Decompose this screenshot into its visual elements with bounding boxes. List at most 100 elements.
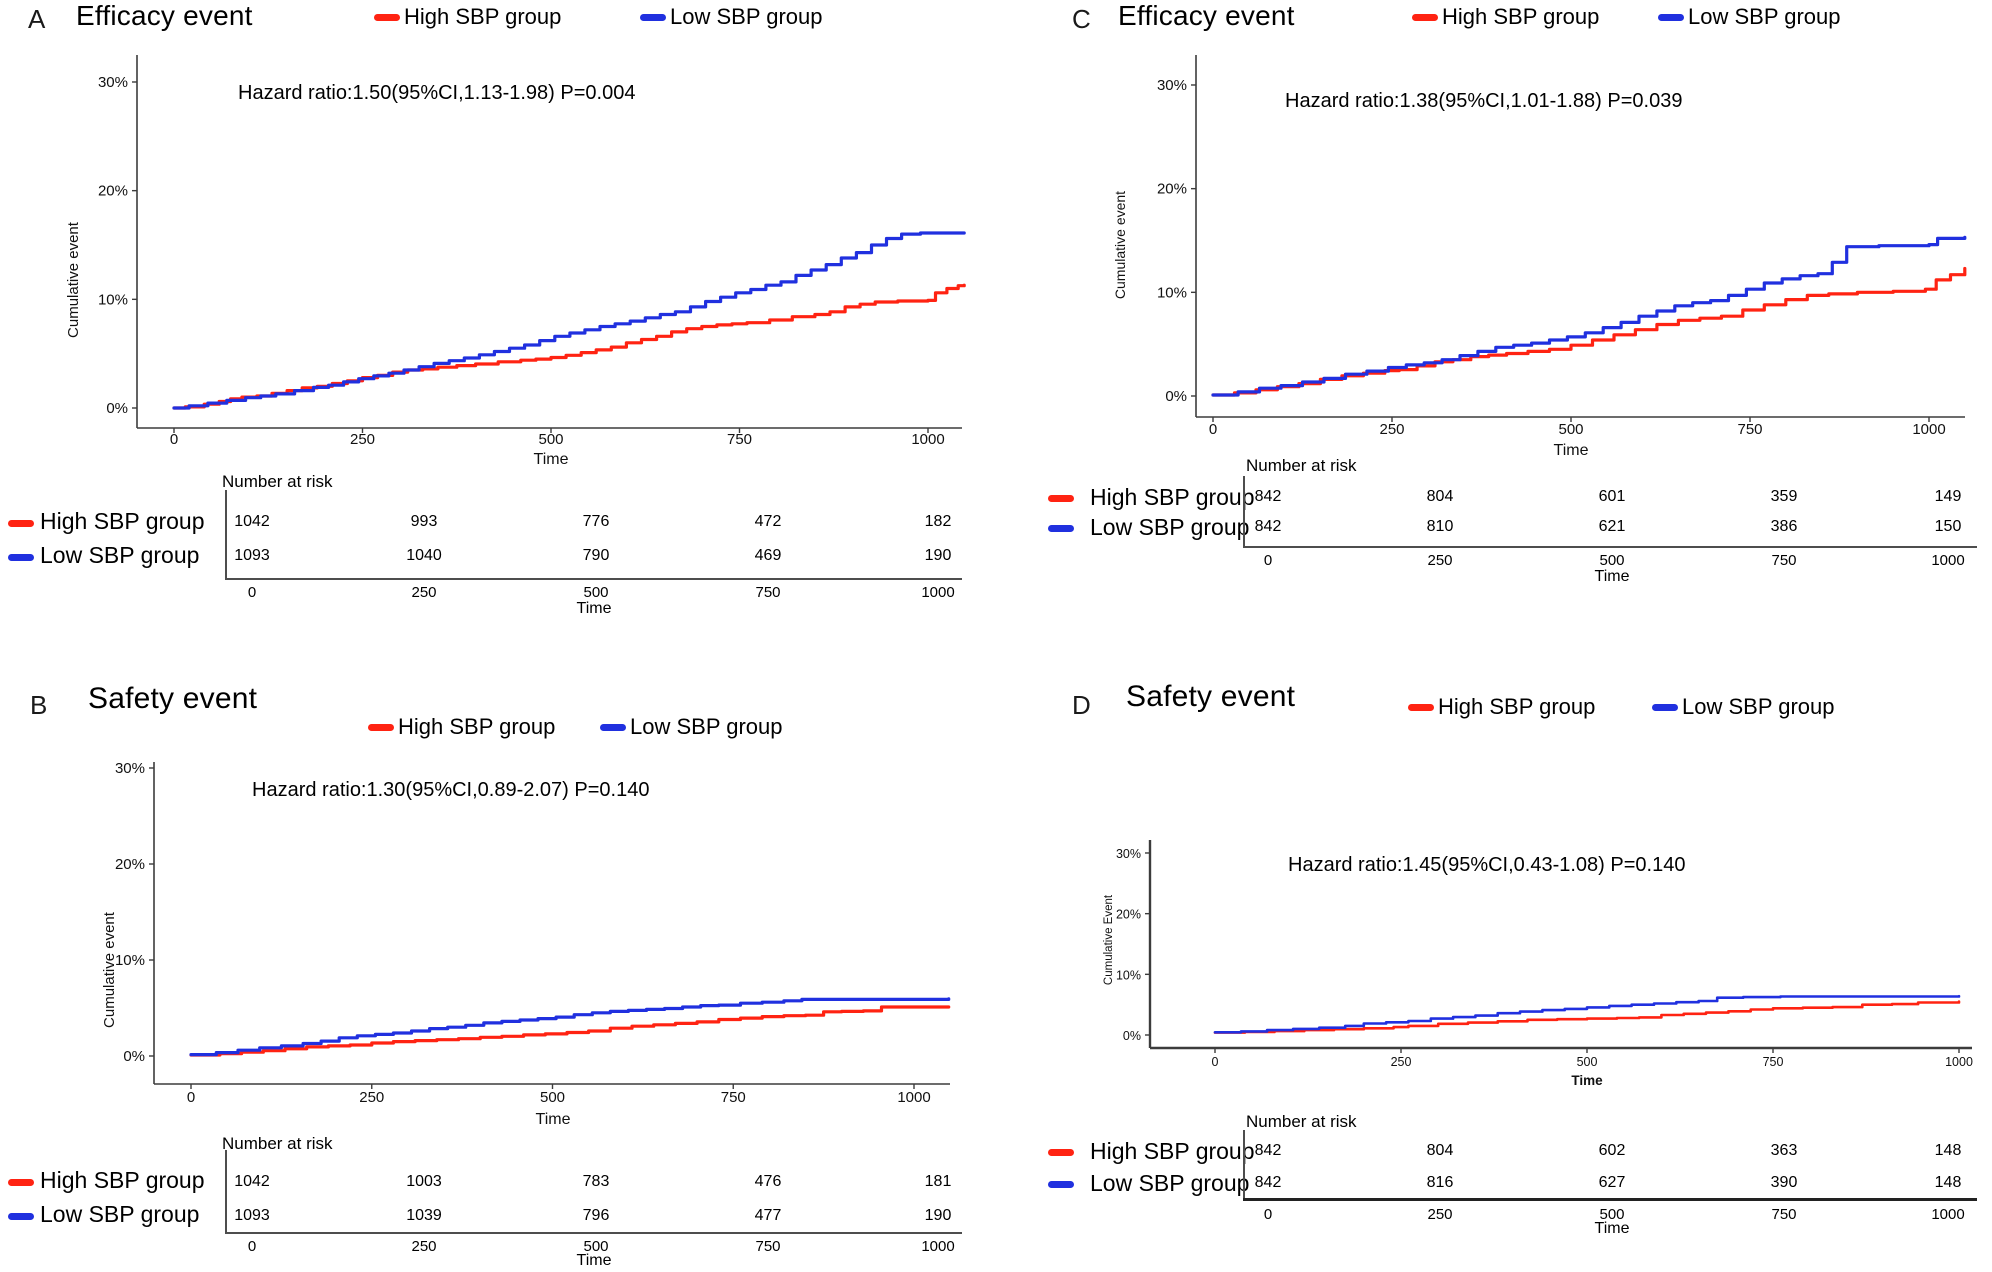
y-tick-label: 30% [1116,847,1141,861]
risk-count: 842 [1254,1174,1282,1191]
risk-table-axis-vline [225,490,227,578]
curve-high-sbp [1213,1000,1961,1034]
curve-high-sbp [189,1005,951,1057]
risk-table-time-label: Time [1594,568,1630,585]
y-axis-title: Cumulative Event [1103,894,1115,985]
risk-count: 363 [1770,1142,1798,1159]
risk-count: 790 [582,547,610,564]
risk-axis-tick: 0 [247,1238,257,1255]
x-tick-label: 250 [1379,421,1404,438]
y-axis-title: Cumulative event [65,221,82,338]
risk-count: 1039 [406,1207,442,1224]
risk-count: 1042 [234,1173,270,1190]
risk-count: 783 [582,1173,610,1190]
risk-count: 621 [1598,518,1626,535]
legend-high-dash-icon [368,724,394,731]
risk-table-axis-hline [225,578,962,580]
risk-table-axis-vline [225,1150,227,1232]
x-tick-label: 500 [538,431,563,448]
risk-count: 602 [1598,1142,1626,1159]
panel-letter: A [28,4,46,34]
y-tick-label: 10% [1116,968,1141,982]
y-tick-label: 20% [1116,908,1141,922]
legend-low-label: Low SBP group [670,4,823,29]
risk-high-dash-icon [1048,1149,1074,1156]
y-tick-label: 20% [1157,181,1187,198]
x-tick-label: 0 [1209,421,1217,438]
risk-count: 190 [924,1207,952,1224]
risk-axis-tick: 1000 [1931,552,1965,569]
risk-count: 1003 [406,1173,442,1190]
curve-high-sbp [1211,266,1967,397]
risk-table-axis-vline [1243,1130,1245,1200]
y-axis-title: Cumulative event [101,911,118,1028]
risk-axis-tick: 250 [1427,1206,1453,1223]
risk-axis-tick: 1000 [921,1238,955,1255]
curve-low-sbp [1213,994,1961,1034]
risk-table-time-label: Time [576,600,612,617]
legend-high-dash-icon [1408,704,1434,711]
risk-count: 601 [1598,488,1626,505]
y-axis-title: Cumulative event [1112,191,1128,299]
risk-high-dash-icon [8,1179,34,1186]
risk-count: 842 [1254,1142,1282,1159]
x-tick-label: 250 [359,1089,384,1106]
risk-count: 796 [582,1207,610,1224]
x-tick-label: 750 [1763,1055,1784,1069]
x-tick-label: 250 [1391,1055,1412,1069]
risk-count: 816 [1426,1174,1454,1191]
curve-low-sbp [172,231,966,410]
risk-row-label-high: High SBP group [40,508,205,534]
hazard-ratio-annotation: Hazard ratio:1.45(95%CI,0.43-1.08) P=0.1… [1288,854,1686,876]
risk-count: 150 [1934,518,1962,535]
risk-row-label-high: High SBP group [1090,484,1255,510]
risk-row-label-low: Low SBP group [1090,1170,1250,1196]
curve-low-sbp [189,997,951,1057]
survival-plot: 0% 10% 20% 30% 0 250 500 750 1000 Time Cumulative … [1112,55,1967,459]
panel-title: Safety event [1126,680,1296,713]
risk-row-label-low: Low SBP group [40,1201,200,1227]
x-tick-label: 0 [170,431,178,448]
risk-count: 1093 [234,547,270,564]
legend-high-dash-icon [1412,14,1438,21]
risk-axis-tick: 750 [1771,552,1797,569]
risk-table-time-label: Time [576,1252,612,1269]
risk-count: 390 [1770,1174,1798,1191]
risk-table-axis-hline [1243,546,1977,548]
risk-count: 181 [924,1173,952,1190]
risk-axis-tick: 500 [1599,1206,1625,1223]
x-tick-label: 750 [1737,421,1762,438]
risk-low-dash-icon [8,1213,34,1220]
legend-high-label: High SBP group [398,714,556,739]
risk-count: 477 [754,1207,782,1224]
risk-count: 776 [582,513,610,530]
risk-axis-tick: 500 [583,584,609,601]
risk-count: 1042 [234,513,270,530]
number-at-risk-header: Number at risk [222,1134,333,1153]
panel-letter: B [30,690,48,720]
risk-low-dash-icon [1048,1181,1074,1188]
y-tick-label: 0% [1123,1029,1141,1043]
risk-count: 182 [924,513,952,530]
risk-axis-tick: 0 [1263,1206,1273,1223]
survival-plot: 0% 10% 20% 30% 0 250 500 750 1000 Time Cumulative … [65,55,966,468]
y-tick-label: 30% [115,760,145,777]
x-tick-label: 1000 [1912,421,1945,438]
panel-title: Efficacy event [76,0,253,31]
risk-count: 804 [1426,1142,1454,1159]
panel-letter: C [1072,4,1091,34]
risk-count: 472 [754,513,782,530]
risk-high-dash-icon [1048,495,1074,502]
x-tick-label: 500 [540,1089,565,1106]
risk-count: 810 [1426,518,1454,535]
risk-axis-tick: 0 [247,584,257,601]
risk-table-time-label: Time [1594,1220,1630,1237]
x-axis-title: Time [534,451,569,468]
risk-axis-tick: 750 [755,1238,781,1255]
x-tick-label: 250 [350,431,375,448]
risk-count: 842 [1254,488,1282,505]
legend-low-label: Low SBP group [1682,694,1835,719]
